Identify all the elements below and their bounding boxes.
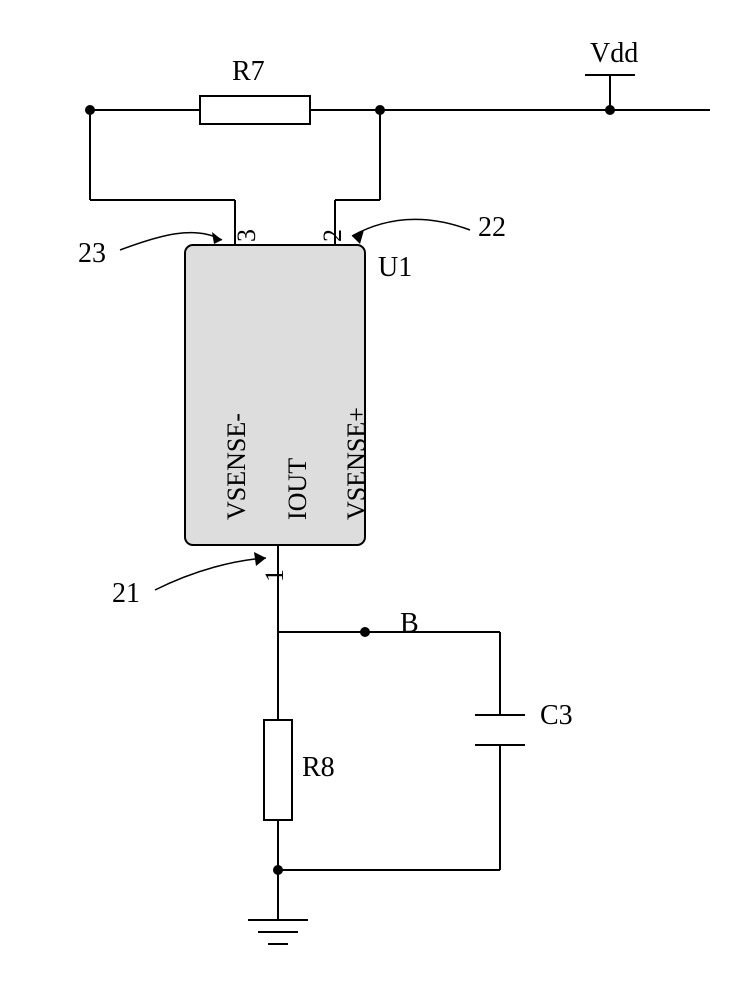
annotation-23: 23 bbox=[78, 238, 106, 270]
resistor-r8 bbox=[264, 720, 292, 820]
label-r8: R8 bbox=[302, 752, 335, 784]
label-iout: IOUT bbox=[283, 458, 313, 520]
label-u1: U1 bbox=[378, 252, 412, 284]
annotation-22: 22 bbox=[478, 212, 506, 244]
ic-u1 bbox=[185, 245, 365, 545]
label-vsense-minus: VSENSE- bbox=[222, 413, 252, 520]
label-r7: R7 bbox=[232, 56, 265, 88]
label-vsense-plus: VSENSE+ bbox=[342, 407, 372, 520]
label-pin3: 3 bbox=[232, 229, 262, 242]
label-pin1: 1 bbox=[260, 569, 290, 582]
circuit-canvas: Vdd R7 U1 B C3 R8 3 2 1 VSENSE- IOUT VSE… bbox=[0, 0, 739, 1000]
label-vdd: Vdd bbox=[590, 38, 638, 70]
label-c3: C3 bbox=[540, 700, 573, 732]
label-pin2: 2 bbox=[318, 229, 348, 242]
annotation-21: 21 bbox=[112, 578, 140, 610]
label-node-b: B bbox=[400, 608, 419, 640]
